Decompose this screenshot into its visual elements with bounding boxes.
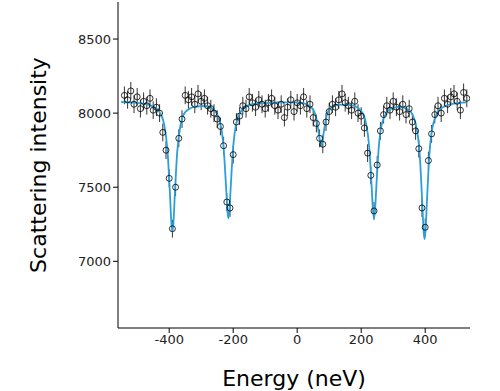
svg-text:200: 200	[349, 332, 374, 347]
svg-text:-400: -400	[154, 332, 184, 347]
svg-text:400: 400	[413, 332, 438, 347]
svg-text:8500: 8500	[78, 32, 111, 47]
svg-text:8000: 8000	[78, 106, 111, 121]
svg-text:Scattering intensity: Scattering intensity	[26, 57, 51, 273]
svg-text:7000: 7000	[78, 254, 111, 269]
svg-text:-200: -200	[218, 332, 248, 347]
svg-text:Energy (neV): Energy (neV)	[222, 366, 366, 391]
svg-text:7500: 7500	[78, 180, 111, 195]
svg-text:0: 0	[293, 332, 301, 347]
